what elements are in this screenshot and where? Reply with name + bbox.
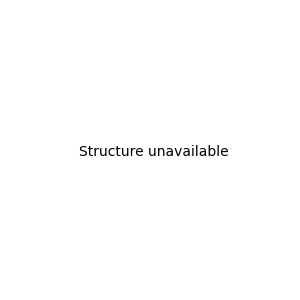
Text: Structure unavailable: Structure unavailable (79, 145, 229, 158)
